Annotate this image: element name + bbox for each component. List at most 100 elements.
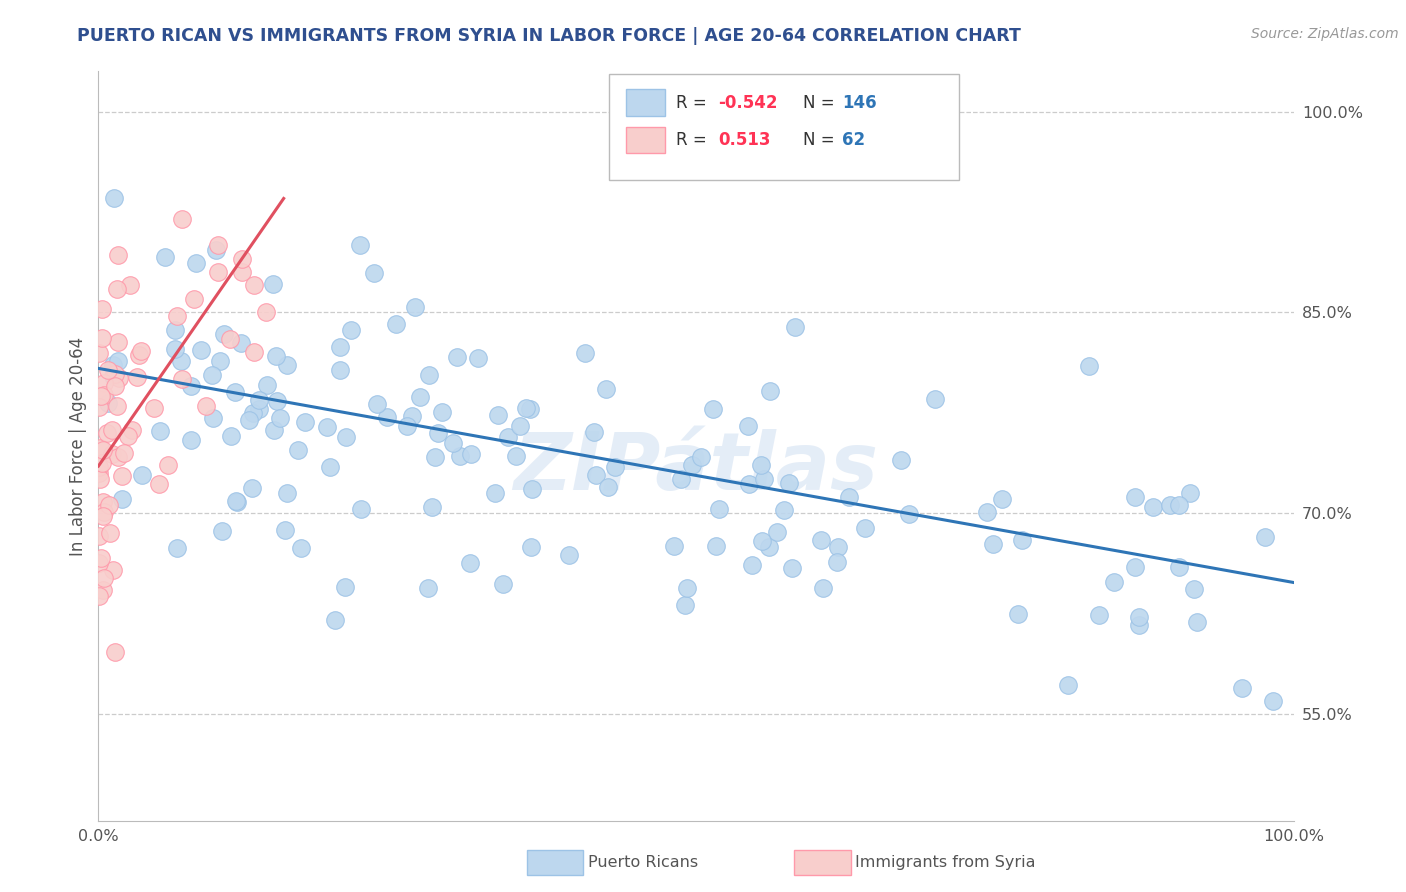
Point xyxy=(101,447,124,461)
Point xyxy=(112,446,135,460)
Point xyxy=(231,265,253,279)
Point xyxy=(1007,607,1029,621)
Point xyxy=(991,492,1014,507)
Point xyxy=(231,336,253,351)
Point xyxy=(90,302,112,317)
Point xyxy=(676,581,699,595)
Point xyxy=(266,394,288,409)
Point xyxy=(87,528,110,542)
Point xyxy=(827,540,849,554)
Text: 62: 62 xyxy=(842,131,865,149)
Point xyxy=(1261,694,1284,708)
Point xyxy=(276,486,298,500)
Point xyxy=(458,556,481,570)
Point xyxy=(96,426,118,441)
Point xyxy=(91,443,114,458)
Point xyxy=(183,292,205,306)
Point xyxy=(128,348,150,362)
Point xyxy=(778,475,800,490)
Point xyxy=(214,326,236,341)
Point xyxy=(240,481,263,495)
Point xyxy=(121,423,143,437)
Text: 0.513: 0.513 xyxy=(718,131,770,149)
Point xyxy=(1077,359,1099,373)
Point xyxy=(1142,500,1164,514)
Point xyxy=(738,476,761,491)
Point xyxy=(201,368,224,382)
Point xyxy=(276,358,298,372)
Point xyxy=(156,458,179,472)
Point xyxy=(287,443,309,458)
Point xyxy=(752,472,775,486)
Point xyxy=(105,399,128,413)
Point xyxy=(225,494,247,508)
Point xyxy=(98,525,121,540)
Point xyxy=(1102,574,1125,589)
Point xyxy=(207,238,229,252)
Point xyxy=(274,523,297,537)
Point xyxy=(180,434,202,448)
Point xyxy=(366,397,388,411)
Point xyxy=(224,384,246,399)
Point xyxy=(838,490,860,504)
Point xyxy=(749,458,772,472)
Point xyxy=(441,435,464,450)
Point xyxy=(349,237,371,252)
Point xyxy=(1230,681,1253,695)
Point xyxy=(163,343,186,357)
Point xyxy=(166,309,188,323)
Point xyxy=(125,370,148,384)
Point xyxy=(165,323,187,337)
Point xyxy=(186,256,208,270)
Point xyxy=(409,390,432,404)
Point xyxy=(1128,618,1150,632)
Point xyxy=(319,459,342,474)
Point xyxy=(142,401,165,416)
Point xyxy=(226,495,249,509)
Point xyxy=(101,359,124,373)
Text: -0.542: -0.542 xyxy=(718,94,778,112)
Point xyxy=(671,472,693,486)
Point xyxy=(1123,491,1146,505)
Point xyxy=(129,343,152,358)
Point xyxy=(117,429,139,443)
Text: PUERTO RICAN VS IMMIGRANTS FROM SYRIA IN LABOR FORCE | AGE 20-64 CORRELATION CHA: PUERTO RICAN VS IMMIGRANTS FROM SYRIA IN… xyxy=(77,27,1021,45)
Point xyxy=(90,456,112,470)
Point xyxy=(981,537,1004,551)
Text: ZIPátlas: ZIPátlas xyxy=(513,429,879,508)
Point xyxy=(976,505,998,519)
Point xyxy=(90,388,112,402)
Point xyxy=(1178,485,1201,500)
Point xyxy=(335,430,357,444)
Point xyxy=(430,405,453,419)
Point xyxy=(231,252,253,266)
Point xyxy=(758,540,780,554)
Point xyxy=(401,409,423,423)
Point xyxy=(87,589,110,603)
Y-axis label: In Labor Force | Age 20-64: In Labor Force | Age 20-64 xyxy=(69,336,87,556)
Point xyxy=(269,410,291,425)
Point xyxy=(520,541,543,555)
Point xyxy=(219,332,242,346)
Point xyxy=(243,345,266,359)
Point xyxy=(89,400,111,414)
Point xyxy=(596,480,619,494)
Point xyxy=(148,477,170,491)
Point xyxy=(242,406,264,420)
Point xyxy=(509,418,531,433)
Point xyxy=(329,340,352,354)
Point xyxy=(169,354,191,368)
Point xyxy=(90,551,112,566)
Point xyxy=(522,482,544,496)
Point xyxy=(333,580,356,594)
Point xyxy=(759,384,782,399)
Text: Puerto Ricans: Puerto Ricans xyxy=(588,855,697,870)
Point xyxy=(460,447,482,461)
Point xyxy=(93,376,115,390)
Point xyxy=(103,191,125,205)
Point xyxy=(104,378,127,392)
Point xyxy=(702,401,724,416)
Point xyxy=(446,350,468,364)
Point xyxy=(813,581,835,595)
Point xyxy=(254,305,277,319)
